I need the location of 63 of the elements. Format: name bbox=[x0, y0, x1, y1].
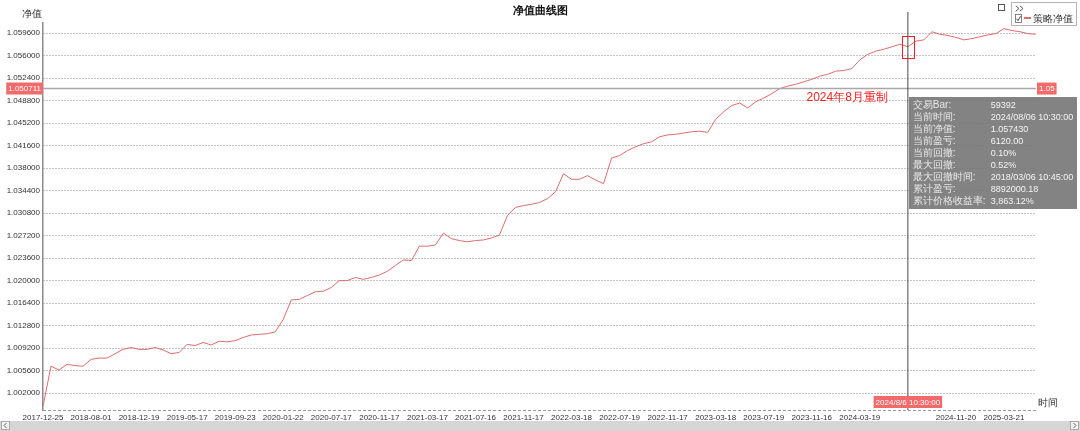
x-tick-label: 2024-11-20 bbox=[935, 413, 977, 422]
annotation: 2024年8月重制 bbox=[806, 89, 888, 104]
annotation: 当前净值: bbox=[912, 122, 957, 135]
x-tick-label: 2020-11-17 bbox=[359, 413, 401, 422]
x-tick-label: 2019-05-17 bbox=[166, 413, 209, 422]
x-tick-label: 2023-03-18 bbox=[695, 413, 737, 422]
y-tick-label: 1.020000 bbox=[6, 275, 41, 285]
x-tick-label: 2021-03-17 bbox=[406, 413, 449, 422]
y-tick-label: 1.030800 bbox=[6, 208, 41, 218]
y-tick-label: 1.041600 bbox=[6, 140, 41, 150]
annotation: 最大回撤时间: bbox=[912, 170, 977, 183]
y-tick-label: 1.056000 bbox=[6, 50, 41, 60]
x-tick-label: 2022-03-18 bbox=[551, 413, 593, 422]
x-tick-label: 2022-11-17 bbox=[647, 413, 689, 422]
x-tick-label: 2024-03-19 bbox=[839, 413, 881, 422]
y-tick-label: 1.009200 bbox=[6, 343, 41, 353]
y-tick-label: 1.002000 bbox=[6, 388, 41, 398]
annotation: 8892000.18 bbox=[990, 182, 1040, 195]
x-tick-label: 2017-12-25 bbox=[22, 413, 65, 422]
x-tick-label: 2018-12-19 bbox=[118, 413, 161, 422]
annotation: 交易Bar: bbox=[912, 98, 953, 111]
x-tick-label: 2018-08-01 bbox=[70, 413, 113, 422]
legend-label: 策略净值 bbox=[1033, 12, 1073, 24]
x-tick-label: 2021-11-17 bbox=[503, 413, 545, 422]
annotation: 当前时间: bbox=[912, 110, 957, 123]
chart-title: 净值曲线图 bbox=[512, 4, 568, 17]
y-tick-label: 1.045200 bbox=[6, 118, 41, 128]
annotation: 2018/03/06 10:45:00 bbox=[990, 170, 1074, 183]
annotation: 累计盈亏: bbox=[912, 182, 957, 195]
annotation: 59392 bbox=[990, 98, 1017, 111]
y-tick-label: 1.016400 bbox=[6, 298, 41, 308]
annotation: 3,863.12% bbox=[990, 194, 1035, 207]
ref-line-label: 1.050711 bbox=[8, 84, 42, 94]
y-tick-label: 1.052400 bbox=[6, 73, 41, 83]
annotation: 当前盈亏: bbox=[912, 134, 957, 147]
annotation: 2024/08/06 10:30:00 bbox=[990, 110, 1074, 123]
y-tick-label: 1.048800 bbox=[6, 95, 41, 105]
y-tick-label: 1.023600 bbox=[6, 253, 41, 263]
y-tick-label: 1.059600 bbox=[6, 28, 41, 38]
x-tick-label: 2024/8/6 10:30:00 bbox=[875, 397, 941, 407]
y-tick-label: 1.034400 bbox=[6, 185, 41, 195]
x-tick-label: 2025-03-21 bbox=[983, 413, 1025, 422]
annotation: 0.10% bbox=[990, 146, 1018, 159]
x-tick-label: 2022-07-19 bbox=[599, 413, 641, 422]
annotation: 0.52% bbox=[990, 158, 1018, 171]
x-tick-label: 2021-07-16 bbox=[454, 413, 497, 422]
annotation: 1.05 bbox=[1039, 84, 1056, 94]
annotation: 6120.00 bbox=[990, 134, 1025, 147]
x-tick-label: 2020-01-22 bbox=[262, 413, 305, 422]
y-tick-label: 1.012800 bbox=[6, 320, 41, 330]
y-tick-label: 1.005600 bbox=[6, 365, 41, 375]
x-tick-label: 2019-09-23 bbox=[214, 413, 257, 422]
x-tick-label: 2023-11-16 bbox=[791, 413, 833, 422]
x-axis-title: 时间 bbox=[1038, 396, 1058, 408]
annotation: 最大回撤: bbox=[912, 158, 957, 171]
y-axis-title: 净值 bbox=[22, 7, 42, 19]
y-tick-label: 1.038000 bbox=[6, 163, 41, 173]
x-tick-label: 2020-07-17 bbox=[310, 413, 353, 422]
annotation: 当前回撤: bbox=[912, 146, 957, 159]
annotation: 1.057430 bbox=[990, 122, 1030, 135]
x-tick-label: 2023-07-19 bbox=[743, 413, 785, 422]
y-tick-label: 1.027200 bbox=[6, 230, 41, 240]
annotation: 累计价格收益率: bbox=[912, 194, 986, 207]
